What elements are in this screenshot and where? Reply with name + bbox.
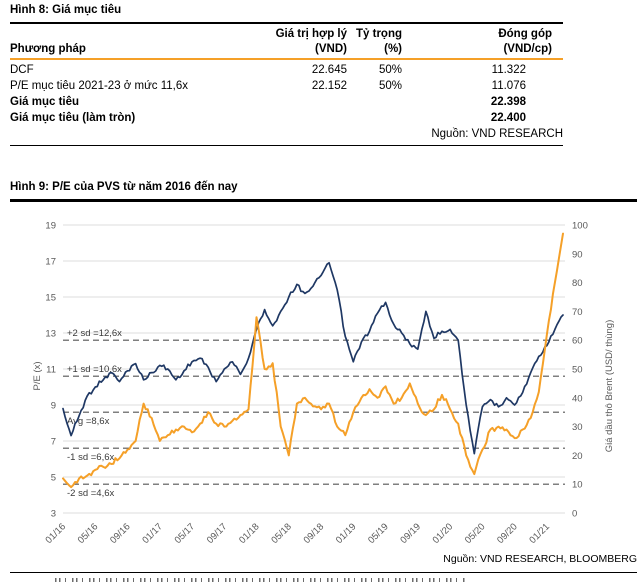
x-tick-label: 09/17 [205, 521, 230, 546]
cell-method: P/E mục tiêu 2021-23 ở mức 11,6x [10, 79, 189, 92]
x-tick-label: 05/18 [269, 521, 294, 546]
y-left-tick-label: 9 [51, 401, 56, 412]
table-header-row-1: Giá trị hợp lý Tỷ trọng Đóng góp [10, 27, 563, 42]
y-left-tick-label: 3 [51, 509, 56, 520]
y-right-tick-label: 50 [572, 365, 583, 376]
table-row: DCF 22.645 50% 11.322 [10, 62, 563, 78]
y-right-tick-label: 10 [572, 480, 583, 491]
x-tick-label: 05/20 [463, 521, 488, 546]
chart-source: Nguồn: VND RESEARCH, BLOOMBERG [443, 553, 637, 565]
x-tick-label: 05/19 [366, 521, 391, 546]
x-tick-label: 09/18 [302, 521, 327, 546]
figure9-title: Hình 9: P/E của PVS từ năm 2016 đến nay [10, 181, 238, 193]
cell-method: Giá mục tiêu (làm tròn) [10, 111, 136, 124]
table-source-row: Nguồn: VND RESEARCH [10, 126, 563, 143]
cell-weight: 50% [378, 79, 402, 92]
header-cell-weight: Tỷ trọng [356, 28, 402, 40]
header-cell-contribution-unit: (VND/cp) [503, 43, 552, 55]
cell-weight [347, 94, 402, 110]
cell-fair-value [253, 110, 347, 126]
x-tick-label: 01/16 [44, 521, 69, 546]
cell-fair-value [253, 94, 347, 110]
sd-line-label: +1 sd =10,6x [67, 364, 122, 375]
figure8-title: Hình 8: Giá mục tiêu [10, 4, 122, 16]
cell-contribution: 22.398 [490, 95, 526, 108]
header-cell-fair-value-unit: (VND) [315, 43, 347, 55]
x-tick-label: 09/16 [108, 521, 133, 546]
y-left-tick-label: 11 [46, 365, 56, 376]
y-right-tick-label: 0 [572, 509, 577, 520]
header-cell [10, 27, 253, 42]
pe-line-series [62, 261, 564, 455]
page-bottom-rule [10, 571, 637, 573]
sd-line-label: +2 sd =12,6x [67, 328, 122, 339]
cell-method: DCF [10, 63, 34, 76]
y-right-axis-title: Giá dầu thô Brent (USD/ thùng) [604, 320, 615, 453]
cell-contribution: 22.400 [490, 111, 526, 124]
sd-line-label: -1 sd =6,6x [67, 452, 115, 463]
table-source: Nguồn: VND RESEARCH [431, 127, 563, 140]
y-left-tick-label: 15 [45, 293, 56, 304]
table-row: P/E mục tiêu 2021-23 ở mức 11,6x 22.152 … [10, 78, 563, 94]
y-left-tick-label: 13 [45, 329, 56, 340]
x-tick-label: 01/19 [334, 521, 359, 546]
y-left-tick-label: 19 [45, 221, 56, 232]
x-tick-label: 01/21 [527, 521, 552, 546]
cell-weight [347, 110, 402, 126]
cell-fair-value: 22.645 [311, 63, 347, 76]
figure9-top-rule [10, 199, 637, 202]
table-row-total: Giá mục tiêu 22.398 [10, 94, 563, 110]
sd-line-label: Avg =8,6x [67, 416, 110, 427]
y-left-tick-label: 17 [45, 257, 56, 268]
y-right-tick-label: 90 [572, 249, 583, 260]
y-left-tick-label: 5 [51, 473, 56, 484]
pe-brent-line-chart: 3 5 7 9 11 13 15 17 19 0 10 20 30 40 50 60 70 80 90 100 +2 s… [32, 221, 615, 546]
y-right-tick-label: 80 [572, 278, 583, 289]
brent-line-series [62, 232, 564, 489]
sd-line-label: -2 sd =4,6x [67, 488, 115, 499]
y-right-tick-label: 70 [572, 307, 583, 318]
cell-weight: 50% [378, 63, 402, 76]
table-row-total-rounded: Giá mục tiêu (làm tròn) 22.400 [10, 110, 563, 126]
cell-contribution: 11.322 [491, 63, 526, 76]
target-price-table: Giá trị hợp lý Tỷ trọng Đóng góp Phương … [10, 27, 563, 146]
y-right-tick-label: 60 [572, 336, 583, 347]
y-right-tick-label: 30 [572, 422, 583, 433]
x-tick-label: 01/17 [140, 521, 165, 546]
table-header-row-2: Phương pháp (VND) (%) (VND/cp) [10, 42, 563, 57]
cell-method: Giá mục tiêu [10, 95, 80, 108]
x-tick-label: 01/18 [237, 521, 262, 546]
x-tick-label: 09/19 [398, 521, 423, 546]
y-right-tick-label: 40 [572, 393, 583, 404]
cell-contribution: 11.076 [491, 79, 526, 92]
x-tick-label: 09/20 [495, 521, 520, 546]
figure8-bottom-rule [10, 144, 563, 146]
header-underline [10, 58, 563, 60]
header-cell-contribution: Đóng góp [498, 28, 552, 40]
x-tick-label: 05/17 [173, 521, 198, 546]
y-right-tick-label: 20 [572, 451, 583, 462]
header-cell-weight-unit: (%) [384, 43, 402, 55]
x-tick-label: 01/20 [431, 521, 456, 546]
header-cell-method: Phương pháp [10, 43, 86, 55]
cell-fair-value: 22.152 [311, 79, 347, 92]
y-right-tick-label: 100 [572, 221, 588, 232]
clipped-text-fragment [55, 578, 465, 582]
y-left-tick-label: 7 [51, 437, 56, 448]
x-tick-label: 05/16 [76, 521, 101, 546]
y-left-axis-title: P/E (x) [32, 361, 43, 390]
figure8-top-rule [10, 21, 563, 24]
header-cell-fair-value: Giá trị hợp lý [275, 28, 347, 40]
